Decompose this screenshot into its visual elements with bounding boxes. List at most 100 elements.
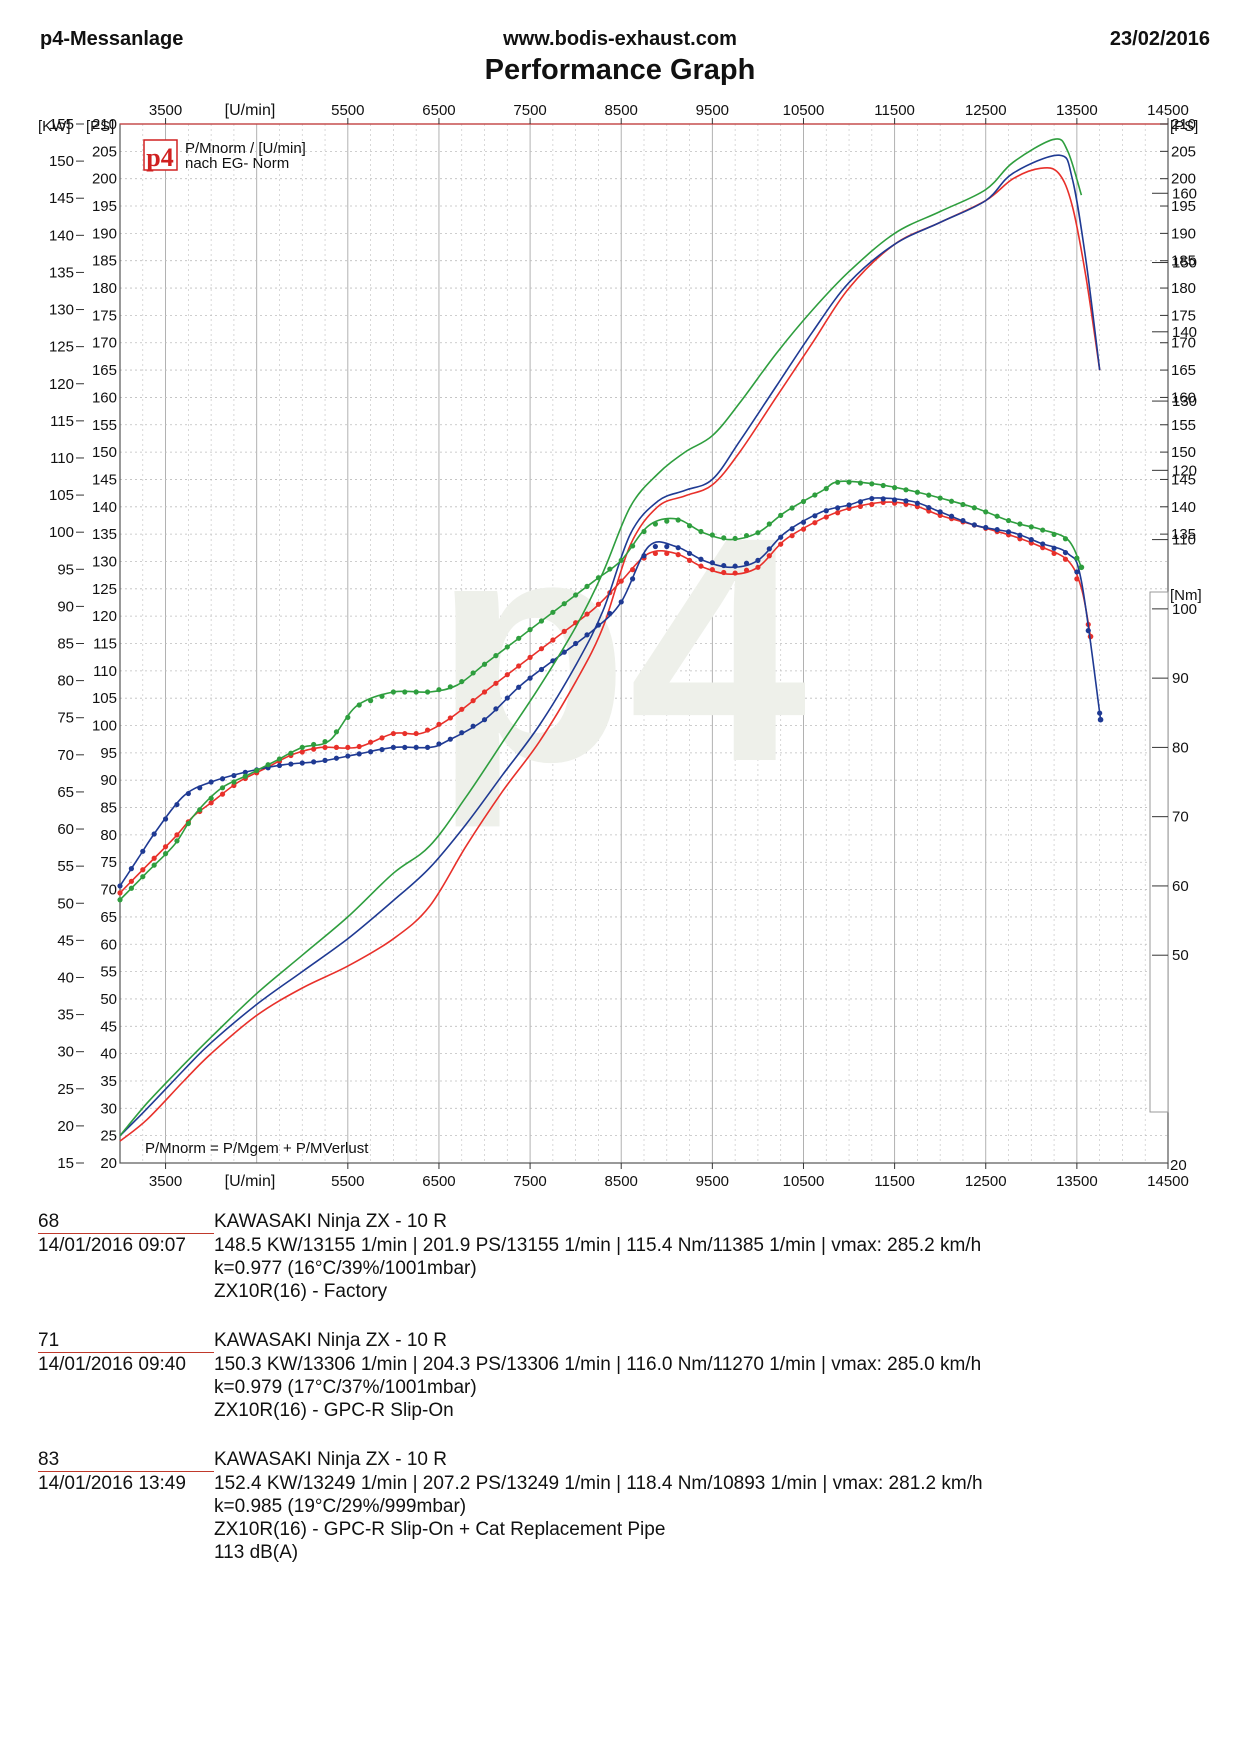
torque-point-0 (436, 721, 442, 727)
torque-point-0 (1040, 545, 1046, 551)
ps-tick-label-left: 205 (92, 143, 117, 160)
ps-tick-label-right: 210 (1171, 116, 1196, 133)
x-tick-label-top: 13500 (1056, 102, 1098, 119)
x-tick-label-top: 9500 (696, 102, 729, 119)
torque-point-1 (846, 502, 852, 508)
torque-point-2 (971, 505, 977, 511)
torque-point-2 (527, 627, 533, 633)
torque-point-2 (948, 498, 955, 504)
ps-tick-label-left: 20 (100, 1155, 117, 1172)
run-values: 148.5 KW/13155 1/min | 201.9 PS/13155 1/… (214, 1235, 982, 1256)
torque-point-1 (698, 556, 704, 562)
torque-point-0 (345, 744, 351, 751)
torque-point-0 (618, 578, 624, 584)
torque-point-0 (527, 654, 533, 660)
torque-point-0 (208, 800, 214, 806)
torque-point-1 (766, 546, 772, 552)
torque-point-2 (869, 481, 875, 487)
nm-tick-label: 120 (1172, 462, 1197, 479)
x-tick-label-top: 6500 (422, 102, 455, 119)
torque-point-2 (709, 532, 715, 538)
torque-point-1 (459, 730, 465, 736)
torque-point-2 (368, 698, 374, 704)
ps-tick-label-left: 120 (92, 608, 117, 625)
torque-point-0 (630, 567, 636, 573)
kw-tick-label: 20 (57, 1118, 74, 1135)
torque-point-1 (789, 526, 795, 532)
run-title: KAWASAKI Ninja ZX - 10 R (214, 1330, 447, 1351)
torque-point-1 (1017, 532, 1023, 538)
ps-tick-label-right: 185 (1171, 253, 1196, 270)
torque-point-2 (1051, 531, 1057, 538)
ps-tick-label-right: 160 (1171, 389, 1196, 406)
torque-point-1 (219, 776, 226, 782)
torque-point-2 (618, 557, 624, 563)
torque-point-2 (162, 851, 169, 857)
torque-point-1 (368, 749, 374, 755)
torque-point-2 (140, 874, 146, 880)
torque-point-0 (333, 744, 340, 751)
ps-tick-label-left: 165 (92, 362, 117, 379)
ps-tick-label-right: 155 (1171, 417, 1196, 434)
torque-point-1 (174, 801, 180, 808)
ps-tick-label-left: 90 (100, 772, 117, 789)
x-tick-label-bottom: 11500 (874, 1173, 915, 1190)
torque-point-2 (493, 653, 499, 659)
torque-point-1 (288, 761, 294, 767)
torque-point-1 (402, 744, 408, 751)
torque-point-0 (732, 570, 738, 576)
torque-point-0 (174, 832, 180, 838)
ps-tick-label-left: 35 (100, 1073, 117, 1090)
torque-point-1 (185, 790, 191, 797)
torque-point-0 (368, 739, 374, 745)
torque-point-1 (686, 550, 693, 557)
torque-point-1 (960, 517, 966, 524)
kw-tick-label: 110 (50, 450, 74, 467)
torque-point-0 (595, 601, 602, 607)
kw-tick-label: 80 (57, 673, 74, 690)
torque-point-2 (914, 489, 920, 495)
x-tick-label-bottom: 13500 (1056, 1173, 1098, 1190)
torque-point-2 (424, 689, 431, 695)
kw-tick-label: 75 (57, 710, 74, 727)
torque-point-2 (299, 744, 305, 751)
torque-point-0 (778, 541, 784, 547)
kw-tick-label: 145 (49, 190, 74, 207)
ps-tick-label-left: 45 (100, 1018, 117, 1035)
torque-point-0 (550, 637, 556, 643)
x-tick-label-bottom: 8500 (605, 1173, 638, 1190)
torque-point-1 (652, 543, 658, 550)
torque-point-1 (356, 751, 362, 757)
torque-point-0 (1062, 556, 1069, 562)
torque-point-0 (721, 569, 727, 576)
kw-tick-label: 135 (49, 264, 74, 281)
torque-point-1 (322, 757, 328, 763)
torque-point-0 (698, 563, 704, 569)
torque-point-2 (835, 479, 841, 485)
torque-point-2 (538, 618, 545, 624)
ps-tick-label-left: 180 (92, 280, 117, 297)
ps-tick-label-right: 180 (1171, 280, 1196, 297)
torque-point-1 (447, 736, 453, 742)
torque-point-0 (322, 744, 328, 751)
ps-tick-label-left: 195 (92, 198, 117, 215)
torque-point-1 (948, 513, 955, 519)
torque-point-2 (345, 714, 351, 720)
x-tick-label-top: 3500 (149, 102, 182, 119)
power-curve-0 (119, 166, 1101, 1142)
torque-point-2 (516, 635, 522, 641)
torque-point-1 (914, 500, 920, 506)
x-tick-label-bottom: 9500 (696, 1173, 729, 1190)
torque-point-2 (231, 779, 237, 785)
ps-tick-label-left: 75 (100, 854, 117, 871)
torque-point-2 (1005, 517, 1012, 524)
ps-tick-label-left: 155 (92, 417, 117, 434)
torque-point-1 (937, 509, 943, 515)
kw-tick-label: 55 (57, 858, 74, 875)
ps-tick-label-left: 50 (100, 991, 117, 1008)
torque-point-1 (345, 753, 351, 759)
nm-tick-label: 70 (1172, 809, 1189, 826)
torque-point-0 (481, 689, 488, 695)
kw-tick-label: 60 (57, 821, 74, 838)
run-values: 150.3 KW/13306 1/min | 204.3 PS/13306 1/… (214, 1354, 982, 1375)
